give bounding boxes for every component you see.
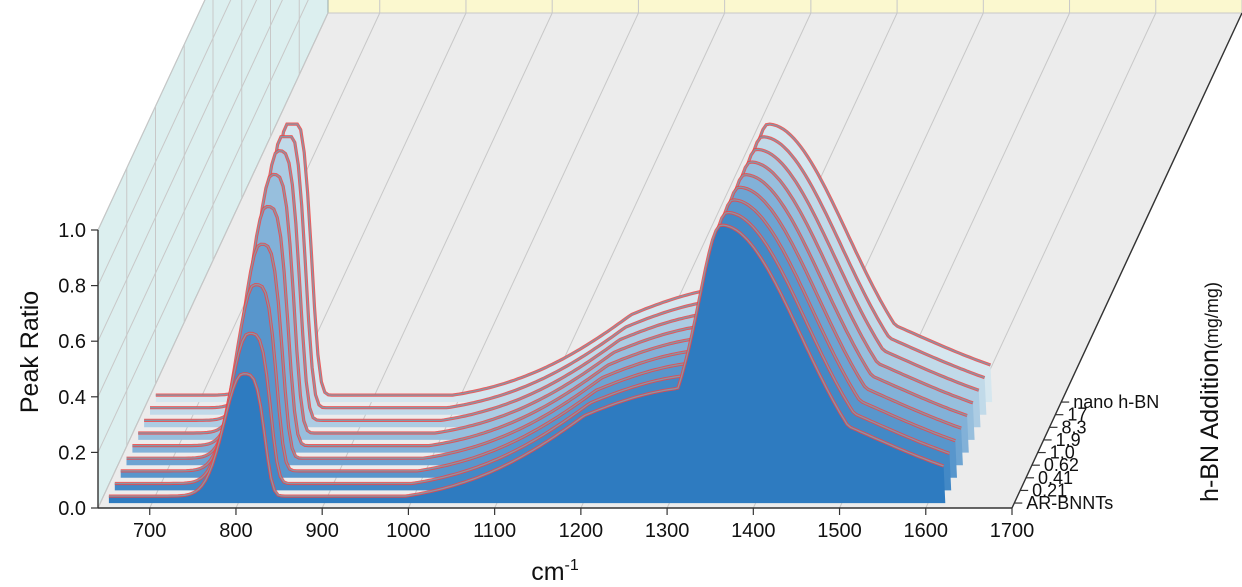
series-name-label: 1.0 [1050, 443, 1075, 463]
x-tick-label: 1100 [473, 520, 516, 542]
series-name-label: 0.41 [1038, 468, 1073, 488]
y-axis-title: Peak Ratio [16, 291, 44, 413]
y-tick-label: 0.2 [58, 442, 86, 464]
x-axis-title: cm-1 [531, 557, 579, 586]
series-line [155, 123, 991, 396]
back-wall [327, 0, 1242, 14]
x-tick-label: 1500 [817, 520, 862, 542]
z-axis-title-unit: (mg/mg) [1202, 282, 1222, 349]
x-tick-label: 1400 [731, 520, 776, 542]
series-line [150, 136, 985, 409]
y-tick-label: 0.0 [58, 498, 86, 520]
series-name-label: 0.21 [1032, 480, 1067, 500]
series-line [120, 199, 956, 472]
y-tick-label: 0.6 [58, 331, 86, 353]
x-axis-title-exponent: -1 [565, 557, 579, 574]
series-name-label: 17 [1067, 405, 1087, 425]
series-name-label: 8.3 [1061, 417, 1086, 437]
series-name-label: 1.9 [1056, 430, 1081, 450]
series-line [138, 161, 974, 434]
x-tick-label: 1300 [645, 520, 690, 542]
series-area [108, 225, 946, 504]
x-tick-label: 1700 [990, 520, 1035, 542]
x-tick-label: 900 [306, 520, 339, 542]
y-tick-label: 0.4 [58, 387, 86, 409]
x-tick-label: 700 [133, 520, 166, 542]
series-line [108, 224, 944, 497]
z-axis-line [1011, 12, 1242, 509]
series-line [126, 186, 962, 459]
series-line [114, 211, 950, 485]
y-tick-label: 0.8 [58, 276, 86, 298]
series-name-label: AR-BNNTs [1026, 493, 1113, 513]
series-line [132, 173, 968, 447]
x-tick-label: 1600 [904, 520, 949, 542]
series-line [144, 148, 980, 422]
z-axis-title: h-BN Addition(mg/mg) [1196, 282, 1224, 502]
x-tick-label: 1000 [386, 520, 431, 542]
series-name-label: nano h-BN [1073, 392, 1159, 412]
x-axis-title-unit: cm [531, 558, 564, 586]
series-name-label: 0.62 [1044, 455, 1079, 475]
y-tick-label: 1.0 [58, 220, 86, 242]
x-tick-label: 800 [219, 520, 252, 542]
z-axis-title-main: h-BN Addition [1196, 349, 1224, 502]
x-tick-label: 1200 [559, 520, 604, 542]
series-group [108, 223, 946, 504]
side-wall-grid-line [97, 0, 206, 231]
